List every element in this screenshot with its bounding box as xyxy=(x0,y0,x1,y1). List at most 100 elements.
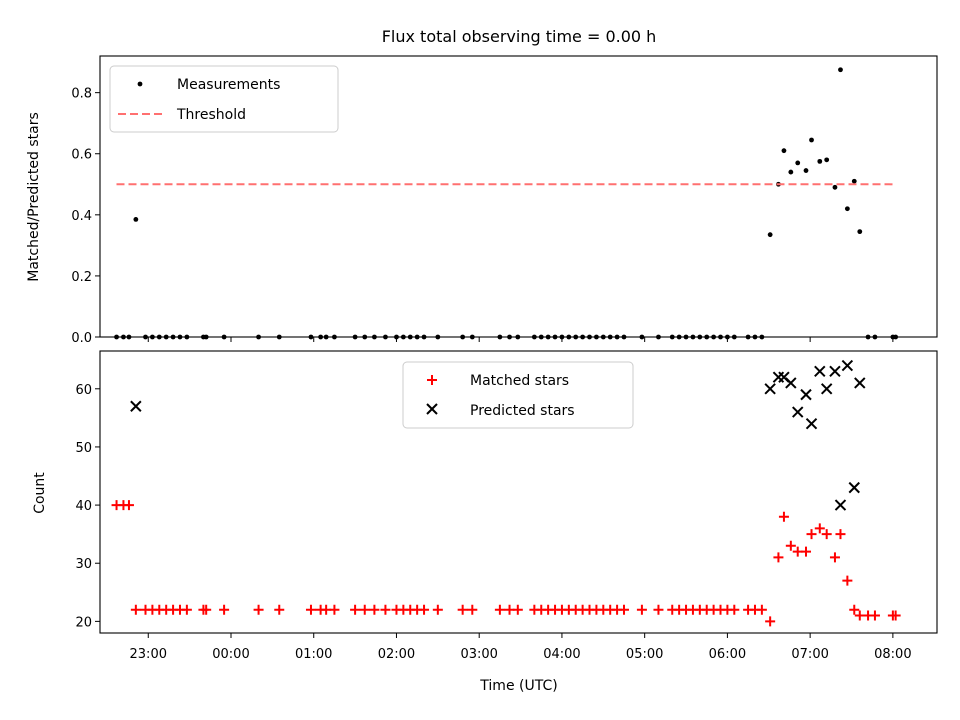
measurement-point xyxy=(844,206,850,212)
y-tick-label: 50 xyxy=(75,441,92,456)
measurement-point xyxy=(851,178,857,184)
matched-star-marker xyxy=(869,610,880,621)
legend-measurements-label: Measurements xyxy=(177,77,280,93)
measurement-point xyxy=(781,148,787,154)
matched-star-marker xyxy=(778,511,789,522)
predicted-star-marker xyxy=(848,481,860,494)
matched-star-marker xyxy=(773,552,784,563)
predicted-star-marker xyxy=(829,365,841,378)
top-axes-frame xyxy=(99,55,938,338)
predicted-star-marker xyxy=(130,400,142,412)
matched-star-marker xyxy=(821,529,832,540)
matched-star-marker xyxy=(729,604,740,615)
measurement-point xyxy=(803,168,809,173)
matched-star-marker xyxy=(756,604,767,615)
x-tick-label: 07:00 xyxy=(791,647,828,662)
matched-star-marker xyxy=(380,604,391,615)
matched-star-marker xyxy=(467,604,478,615)
x-tick-label: 01:00 xyxy=(295,647,332,662)
bottom-panel: 20 30 40 50 60 23:00 00:00 01:00 02:00 03:00 04:0… xyxy=(32,350,938,694)
measurement-point xyxy=(809,137,814,143)
y-tick-label: 0.2 xyxy=(71,270,92,285)
predicted-star-marker xyxy=(841,359,854,372)
matched-star-marker xyxy=(305,604,316,615)
matched-star-marker xyxy=(419,604,430,615)
measurement-point xyxy=(857,229,863,235)
matched-star-marker xyxy=(835,529,846,540)
legend-matched-marker xyxy=(427,375,437,385)
predicted-star-marker xyxy=(785,377,797,389)
y-tick-label: 60 xyxy=(75,383,92,398)
top-y-axis-label: Matched/Predicted stars xyxy=(26,112,42,282)
legend-predicted-marker xyxy=(426,403,438,415)
predicted-star-marker xyxy=(834,499,847,511)
measurement-point xyxy=(824,157,830,163)
top-panel: 0.00.20.40.60.8 Matched/Predicted stars … xyxy=(26,55,938,346)
y-tick-label: 20 xyxy=(75,615,92,630)
predicted-star-marker xyxy=(792,406,804,418)
measurement-point xyxy=(817,158,823,164)
y-tick-label: 30 xyxy=(75,557,92,572)
x-tick-label: 23:00 xyxy=(130,647,167,662)
matched-star-marker xyxy=(329,604,340,615)
y-tick-label: 0.8 xyxy=(71,87,92,102)
bottom-legend: Matched stars Predicted stars xyxy=(402,361,634,429)
y-tick-label: 0.4 xyxy=(71,209,92,224)
top-legend: Measurements Threshold xyxy=(109,65,339,133)
y-tick-label: 40 xyxy=(75,499,92,514)
x-tick-label: 04:00 xyxy=(543,647,580,662)
matched-star-marker xyxy=(130,604,141,615)
matched-star-marker xyxy=(618,604,629,615)
matched-star-marker xyxy=(849,604,860,615)
matched-star-marker xyxy=(432,604,443,615)
legend-threshold-label: Threshold xyxy=(176,107,246,123)
matched-star-marker xyxy=(123,500,134,511)
legend-measurements-marker xyxy=(137,81,143,87)
predicted-star-marker xyxy=(854,377,866,389)
matched-star-marker xyxy=(829,552,840,563)
x-tick-label: 02:00 xyxy=(378,647,415,662)
matched-star-marker xyxy=(842,575,853,586)
measurement-point xyxy=(767,232,773,238)
matched-star-marker xyxy=(253,604,264,615)
chart-title: Flux total observing time = 0.00 h xyxy=(382,27,657,46)
x-tick-label: 00:00 xyxy=(212,647,249,662)
bottom-axes-frame xyxy=(99,350,938,634)
x-tick-label: 03:00 xyxy=(460,647,497,662)
matched-star-marker xyxy=(512,604,523,615)
measurement-point xyxy=(133,217,139,222)
matched-star-marker xyxy=(181,604,192,615)
matched-star-marker xyxy=(806,529,817,540)
matched-star-marker xyxy=(219,604,230,615)
predicted-star-marker xyxy=(764,383,776,395)
x-tick-label: 06:00 xyxy=(709,647,746,662)
matched-star-marker xyxy=(814,523,825,534)
matched-star-marker xyxy=(369,604,380,615)
predicted-star-marker xyxy=(820,383,833,395)
matched-star-marker xyxy=(494,604,505,615)
bottom-y-axis-label: Count xyxy=(32,472,48,514)
legend-matched-label: Matched stars xyxy=(470,373,569,389)
matched-star-marker xyxy=(274,604,285,615)
x-tick-label: 08:00 xyxy=(874,647,911,662)
legend-predicted-label: Predicted stars xyxy=(470,403,575,419)
matched-star-marker xyxy=(785,540,796,551)
predicted-star-marker xyxy=(814,365,826,378)
x-axis-label: Time (UTC) xyxy=(479,678,557,694)
measurement-point xyxy=(795,160,801,166)
matched-star-marker xyxy=(653,604,664,615)
y-tick-label: 0.6 xyxy=(71,148,92,163)
measurement-point xyxy=(832,184,838,190)
y-tick-label: 0.0 xyxy=(71,331,92,346)
matched-star-marker xyxy=(359,604,370,615)
measurement-point xyxy=(788,169,794,175)
matched-star-marker xyxy=(201,604,212,615)
predicted-star-marker xyxy=(805,417,818,430)
matched-star-marker xyxy=(636,604,647,615)
measurement-point xyxy=(838,67,843,73)
matched-star-marker xyxy=(350,604,361,615)
matched-star-marker xyxy=(890,610,901,621)
x-tick-label: 05:00 xyxy=(626,647,663,662)
predicted-star-marker xyxy=(800,388,812,401)
